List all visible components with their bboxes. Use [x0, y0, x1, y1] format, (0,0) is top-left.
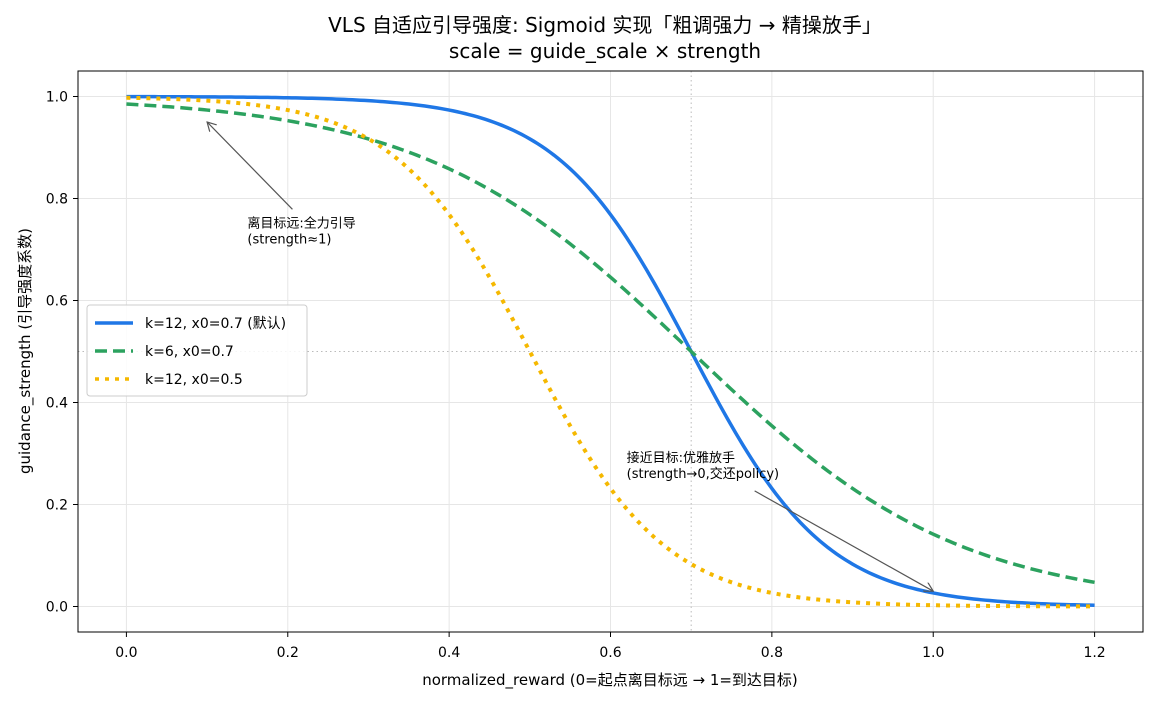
x-axis: 0.0 0.2 0.4 0.6 0.8 1.0 1.2 [115, 632, 1106, 661]
chart-subtitle: scale = guide_scale × strength [449, 39, 761, 63]
annotation-arrow [207, 122, 293, 210]
x-tick-label: 0.6 [599, 645, 621, 661]
x-tick-label: 1.2 [1083, 645, 1105, 661]
annotations: 离目标远:全力引导(strength≈1) 接近目标:优雅放手(strength→… [207, 122, 933, 591]
annotation-text: 接近目标:优雅放手 [627, 450, 735, 466]
y-tick-label: 0.4 [46, 396, 68, 412]
x-tick-label: 0.2 [277, 645, 299, 661]
annotation-text: (strength≈1) [247, 232, 331, 247]
series-line [126, 102, 1095, 585]
x-axis-label: normalized_reward (0=起点离目标远 → 1=到达目标) [422, 671, 798, 690]
chart-title: VLS 自适应引导强度: Sigmoid 实现「粗调强力 → 精操放手」 [328, 13, 882, 37]
legend-box [86, 304, 308, 397]
y-tick-label: 0.2 [46, 498, 68, 514]
y-axis: 0.0 0.2 0.4 0.6 0.8 1.0 [46, 90, 78, 616]
y-tick-label: 0.8 [46, 192, 68, 208]
y-tick-label: 0.6 [46, 294, 68, 310]
x-tick-label: 1.0 [922, 645, 944, 661]
y-axis-label: guidance_strength (引导强度系数) [16, 228, 35, 474]
series-line [126, 95, 1095, 609]
x-tick-label: 0.4 [438, 645, 460, 661]
annotation-text: 离目标远:全力引导 [247, 215, 355, 231]
plot-area [126, 94, 1095, 609]
series-line [126, 94, 1095, 607]
x-tick-label: 0.8 [761, 645, 783, 661]
annotation-text: (strength→0,交还policy) [627, 466, 779, 482]
legend-label: k=12, x0=0.5 [145, 372, 243, 388]
legend: k=12, x0=0.7 (默认) k=6, x0=0.7 k=12, x0=0.5 [86, 304, 308, 397]
y-tick-label: 0.0 [46, 600, 68, 616]
annotation-arrow [754, 490, 934, 591]
y-tick-label: 1.0 [46, 90, 68, 106]
legend-label: k=12, x0=0.7 (默认) [145, 316, 286, 332]
x-tick-label: 0.0 [115, 645, 137, 661]
legend-label: k=6, x0=0.7 [145, 344, 234, 360]
